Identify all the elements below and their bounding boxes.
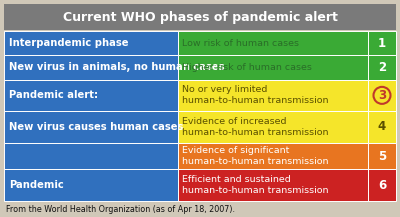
Bar [4, 4, 396, 30]
Text: Efficient and sustained
human-to-human transmission: Efficient and sustained human-to-human t… [182, 175, 329, 195]
Text: Higher risk of human cases: Higher risk of human cases [182, 63, 312, 72]
Bar [178, 31, 368, 55]
Bar [368, 80, 396, 111]
Text: 4: 4 [378, 120, 386, 133]
Bar [368, 169, 396, 201]
Text: 6: 6 [378, 179, 386, 192]
Text: Interpandemic phase: Interpandemic phase [9, 38, 128, 48]
Bar [178, 143, 368, 169]
Text: Evidence of increased
human-to-human transmission: Evidence of increased human-to-human tra… [182, 117, 329, 137]
Bar [178, 169, 368, 201]
Bar [368, 55, 396, 80]
Text: Current WHO phases of pandemic alert: Current WHO phases of pandemic alert [62, 10, 338, 23]
Text: No or very limited
human-to-human transmission: No or very limited human-to-human transm… [182, 85, 329, 105]
Bar [4, 31, 178, 55]
Bar [368, 111, 396, 143]
Bar [4, 169, 178, 201]
Text: From the World Health Organization (as of Apr 18, 2007).: From the World Health Organization (as o… [6, 205, 235, 214]
Text: 1: 1 [378, 37, 386, 50]
Bar [178, 55, 368, 80]
Bar [178, 80, 368, 111]
Text: Pandemic alert:: Pandemic alert: [9, 90, 98, 100]
Text: Pandemic: Pandemic [9, 180, 64, 190]
Bar [178, 111, 368, 143]
Text: 2: 2 [378, 61, 386, 74]
Text: New virus causes human cases: New virus causes human cases [9, 122, 183, 132]
Text: Low risk of human cases: Low risk of human cases [182, 39, 300, 48]
Text: Evidence of significant
human-to-human transmission: Evidence of significant human-to-human t… [182, 146, 329, 166]
Bar [368, 31, 396, 55]
Text: New virus in animals, no human cases: New virus in animals, no human cases [9, 62, 224, 72]
Bar [368, 143, 396, 169]
Bar [4, 80, 178, 111]
Bar [4, 143, 178, 169]
Text: 5: 5 [378, 150, 386, 163]
Bar [4, 111, 178, 143]
Text: 3: 3 [378, 89, 386, 102]
Bar [4, 55, 178, 80]
